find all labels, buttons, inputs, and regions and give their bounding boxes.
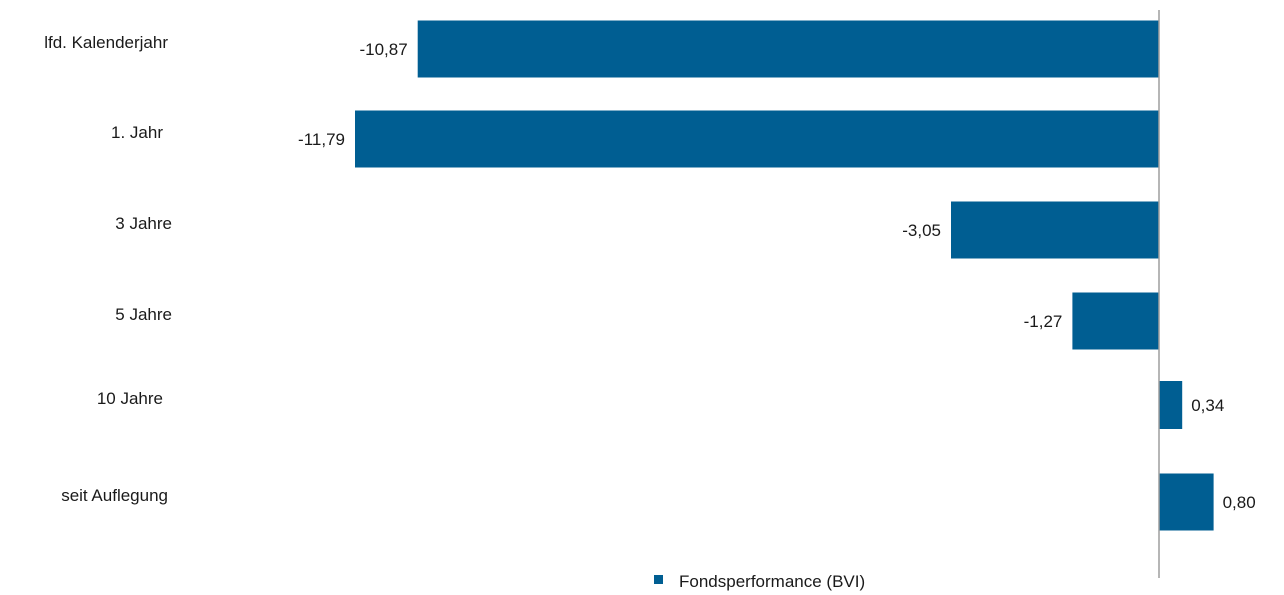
category-label-2: 3 Jahre [115, 214, 172, 233]
value-label-0: -10,87 [359, 40, 407, 59]
labels-group: -10,87 lfd. Kalenderjahr -11,79 1. Jahr -3,0… [44, 33, 1256, 512]
bar-0 [417, 20, 1159, 78]
bar-3 [1072, 292, 1159, 350]
value-label-4: 0,34 [1191, 396, 1224, 415]
value-label-2: -3,05 [902, 221, 941, 240]
category-label-4: 10 Jahre [97, 389, 163, 408]
legend-swatch [654, 575, 663, 584]
legend-label: Fondsperformance (BVI) [679, 572, 865, 591]
category-label-0: lfd. Kalenderjahr [44, 33, 168, 52]
category-label-5: seit Auflegung [61, 486, 168, 505]
bar-5 [1159, 473, 1214, 531]
value-label-5: 0,80 [1223, 493, 1256, 512]
bars-group [355, 20, 1214, 531]
bar-2 [951, 201, 1159, 259]
bar-1 [355, 110, 1159, 168]
bar-4 [1159, 381, 1183, 429]
value-label-1: -11,79 [298, 130, 345, 149]
category-label-1: 1. Jahr [111, 123, 163, 142]
category-label-3: 5 Jahre [115, 305, 172, 324]
legend: Fondsperformance (BVI) [654, 572, 865, 591]
value-label-3: -1,27 [1024, 312, 1063, 331]
